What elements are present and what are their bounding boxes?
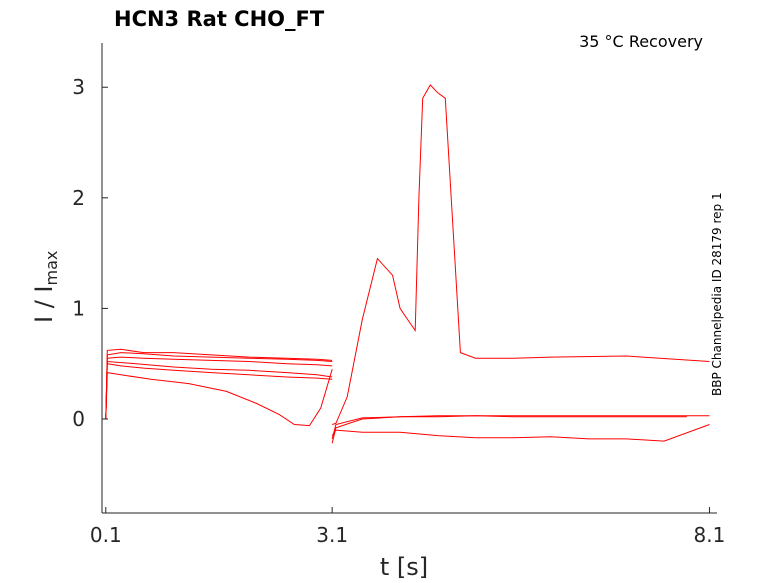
series-line-7 xyxy=(332,84,710,425)
x-tick-label: 0.1 xyxy=(90,523,122,547)
y-tick-label: 3 xyxy=(72,75,85,99)
series-line-9 xyxy=(331,415,687,440)
x-tick-label: 3.1 xyxy=(316,523,348,547)
x-axis-label: t [s] xyxy=(380,553,428,581)
series-line-4 xyxy=(102,363,333,420)
side-label: BBP Channelpedia ID 28179 rep 1 xyxy=(710,192,724,396)
series-layer xyxy=(102,84,710,444)
series-line-3 xyxy=(102,356,333,420)
y-tick-label: 2 xyxy=(72,186,85,210)
condition-label: 35 °C Recovery xyxy=(579,32,703,51)
y-tick-label: 0 xyxy=(72,407,85,431)
y-axis-label-main: I / I xyxy=(30,286,58,324)
series-line-10 xyxy=(331,424,710,442)
chart-title: HCN3 Rat CHO_FT xyxy=(114,7,325,31)
y-axis-label-sub: max xyxy=(42,251,61,286)
plot-area: 0.1 3.1 8.1 0 1 2 3 xyxy=(72,43,725,547)
ticks-layer: 0.1 3.1 8.1 0 1 2 3 xyxy=(72,75,725,547)
series-line-8 xyxy=(331,415,710,444)
y-axis-label: I / Imax xyxy=(30,251,61,323)
series-line-1 xyxy=(102,352,333,420)
x-tick-label: 8.1 xyxy=(694,523,726,547)
y-tick-label: 1 xyxy=(72,296,85,320)
series-line-6 xyxy=(102,360,333,420)
